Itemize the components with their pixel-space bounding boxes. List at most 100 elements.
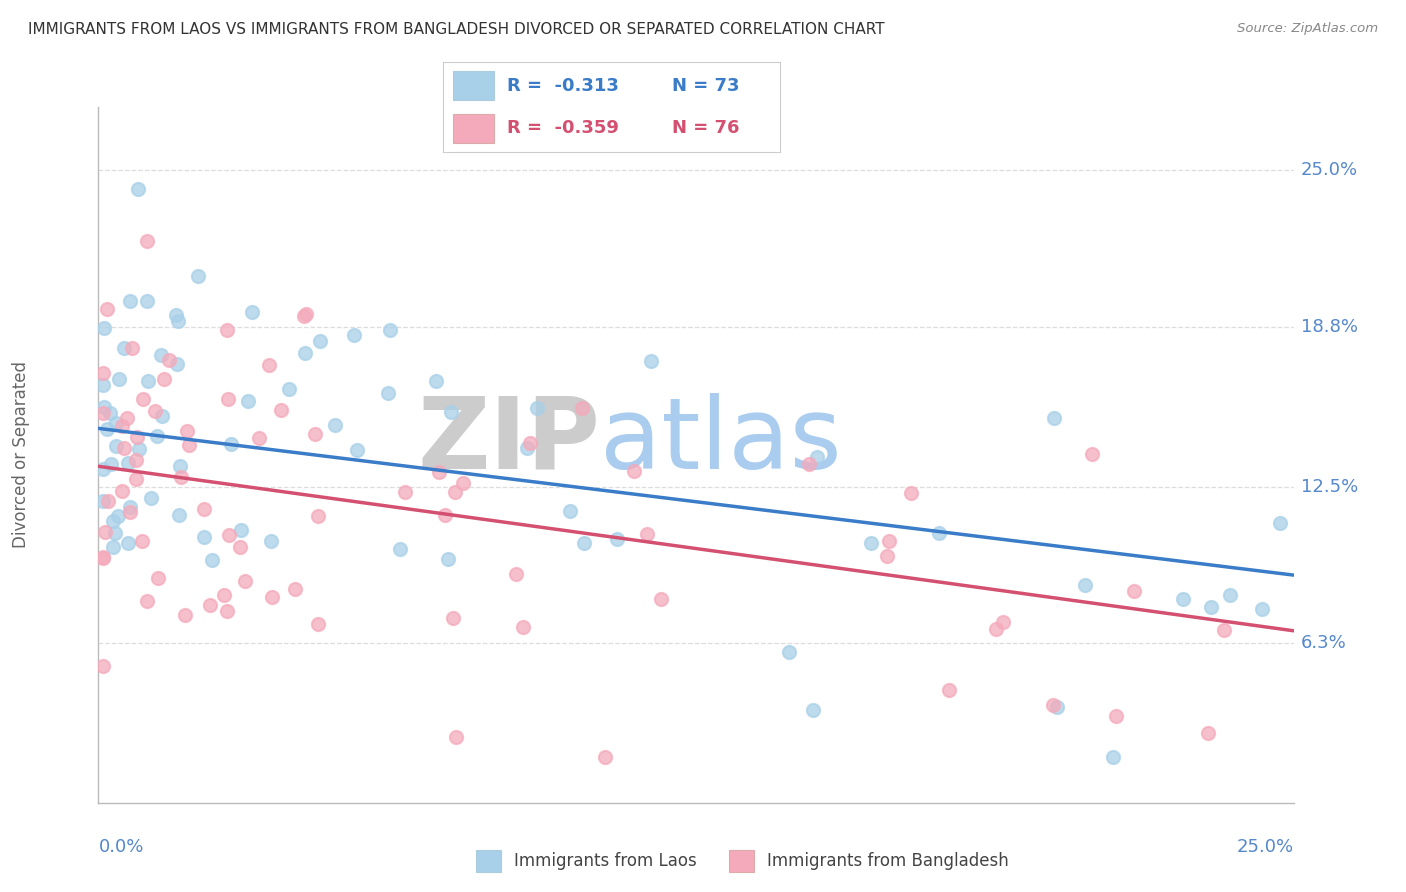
- Point: [157, 352, 180, 367]
- Point: [240, 305, 263, 319]
- Point: [623, 464, 645, 478]
- Text: Divorced or Separated: Divorced or Separated: [13, 361, 30, 549]
- Point: [128, 442, 150, 456]
- Point: [118, 500, 141, 514]
- Point: [278, 383, 301, 397]
- Point: [806, 450, 828, 464]
- Point: [165, 309, 187, 323]
- Point: [1102, 750, 1125, 764]
- Point: [135, 234, 157, 248]
- Point: [928, 526, 950, 541]
- Point: [323, 417, 346, 432]
- Point: [516, 441, 538, 455]
- Point: [304, 427, 326, 442]
- Point: [117, 456, 139, 470]
- Point: [217, 392, 239, 406]
- Text: IMMIGRANTS FROM LAOS VS IMMIGRANTS FROM BANGLADESH DIVORCED OR SEPARATED CORRELA: IMMIGRANTS FROM LAOS VS IMMIGRANTS FROM …: [28, 22, 884, 37]
- Point: [270, 403, 292, 417]
- Point: [571, 401, 593, 415]
- Point: [125, 430, 148, 444]
- Point: [938, 683, 960, 698]
- Point: [876, 549, 898, 563]
- Point: [200, 599, 222, 613]
- Point: [219, 436, 242, 450]
- Point: [572, 536, 595, 550]
- Point: [394, 484, 416, 499]
- Point: [991, 615, 1014, 629]
- Point: [797, 457, 820, 471]
- Point: [121, 341, 143, 355]
- Point: [1081, 447, 1104, 461]
- Point: [166, 357, 188, 371]
- Point: [100, 457, 122, 471]
- Point: [1043, 411, 1066, 425]
- Point: [107, 508, 129, 523]
- Point: [212, 588, 235, 602]
- Point: [111, 483, 134, 498]
- Point: [294, 307, 316, 321]
- Point: [284, 582, 307, 597]
- Text: ZIP: ZIP: [418, 392, 600, 490]
- Point: [640, 354, 662, 368]
- Point: [112, 441, 135, 455]
- Point: [94, 524, 117, 539]
- Text: 18.8%: 18.8%: [1301, 318, 1358, 336]
- Point: [377, 386, 399, 401]
- Point: [111, 419, 134, 434]
- Point: [1219, 588, 1241, 602]
- Point: [98, 406, 121, 420]
- Point: [1074, 577, 1097, 591]
- Point: [292, 309, 315, 323]
- Point: [135, 594, 157, 608]
- Point: [177, 437, 200, 451]
- Point: [262, 590, 284, 604]
- Point: [166, 314, 188, 328]
- Point: [388, 541, 411, 556]
- Point: [91, 367, 114, 381]
- Point: [307, 617, 329, 632]
- Point: [1213, 624, 1236, 638]
- Point: [97, 494, 120, 508]
- Point: [91, 659, 114, 673]
- Point: [558, 504, 581, 518]
- Point: [169, 459, 191, 474]
- Point: [143, 404, 166, 418]
- Point: [193, 501, 215, 516]
- Point: [217, 323, 239, 337]
- Text: 25.0%: 25.0%: [1236, 838, 1294, 856]
- Point: [1123, 583, 1146, 598]
- Point: [112, 341, 135, 355]
- Point: [1042, 698, 1064, 713]
- Text: 6.3%: 6.3%: [1301, 634, 1347, 652]
- Point: [152, 409, 174, 423]
- Point: [136, 294, 159, 309]
- Point: [187, 269, 209, 284]
- Bar: [453, 71, 494, 100]
- Point: [170, 469, 193, 483]
- Point: [229, 540, 252, 554]
- Point: [257, 358, 280, 372]
- Point: [650, 591, 672, 606]
- Point: [307, 509, 329, 524]
- Point: [118, 294, 141, 309]
- Point: [91, 406, 114, 420]
- Point: [149, 347, 172, 361]
- Text: R =  -0.359: R = -0.359: [508, 120, 619, 137]
- Point: [526, 401, 548, 415]
- Point: [103, 526, 125, 541]
- Point: [235, 574, 257, 588]
- Point: [778, 644, 800, 658]
- Point: [104, 416, 127, 430]
- Point: [117, 535, 139, 549]
- Point: [505, 566, 527, 581]
- Point: [900, 486, 922, 500]
- Point: [96, 301, 118, 316]
- Point: [260, 534, 283, 549]
- Point: [117, 410, 139, 425]
- Point: [93, 321, 115, 335]
- Text: Source: ZipAtlas.com: Source: ZipAtlas.com: [1237, 22, 1378, 36]
- Point: [859, 536, 882, 550]
- Point: [91, 462, 114, 476]
- Point: [440, 405, 463, 419]
- Point: [441, 611, 464, 625]
